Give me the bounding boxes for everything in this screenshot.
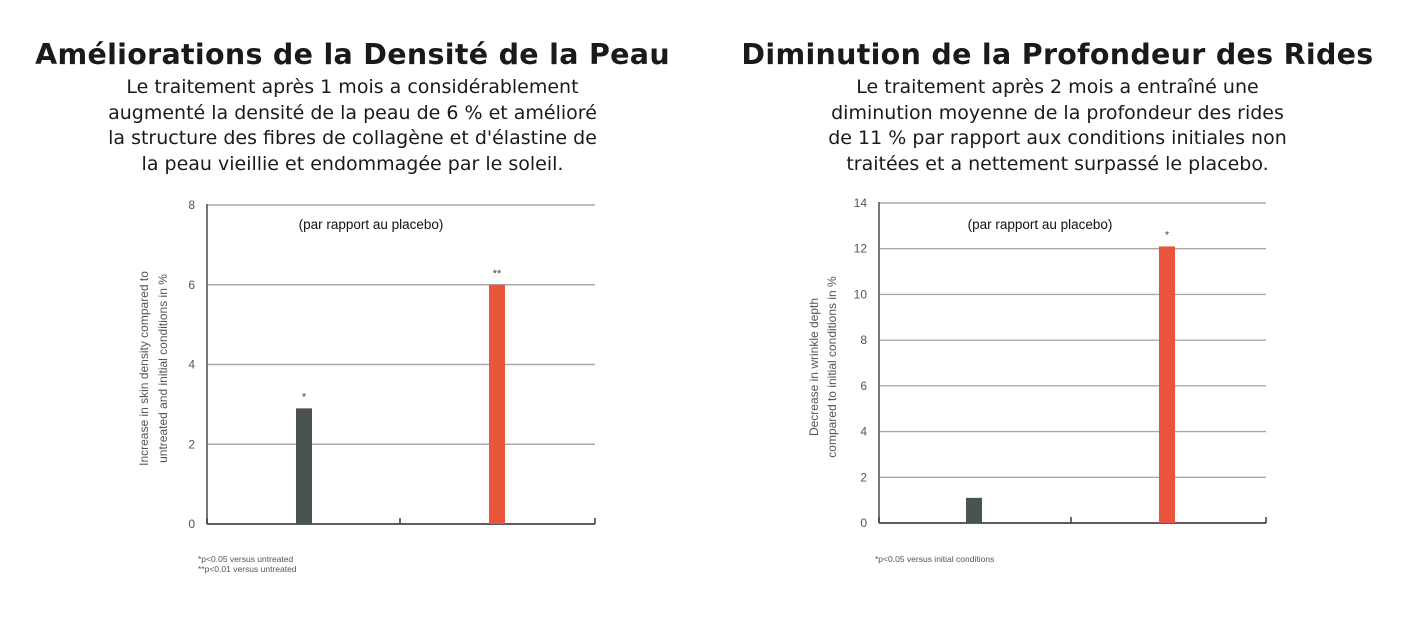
description-line: la structure des fibres de collagène et … bbox=[108, 127, 597, 149]
y-tick-label: 2 bbox=[188, 437, 195, 451]
y-tick-label: 8 bbox=[188, 198, 195, 212]
y-tick-label: 6 bbox=[860, 379, 867, 393]
significance-label: * bbox=[302, 391, 307, 403]
wrinkle-depth-chart: 0 2 4 6 8 10 12 14 * (par rapport au placebo) Decr… bbox=[807, 196, 1267, 530]
y-tick-label: 2 bbox=[860, 470, 867, 484]
y-tick-label: 0 bbox=[188, 517, 195, 531]
bar bbox=[296, 408, 312, 524]
description-line: diminution moyenne de la profondeur des … bbox=[831, 101, 1284, 124]
panel-description: Le traitement après 2 mois a entraîné un… bbox=[705, 75, 1410, 177]
chart-annotation: (par rapport au placebo) bbox=[299, 217, 444, 232]
y-axis-title: untreated and initial conditions in % bbox=[156, 274, 170, 463]
footnote: *p<0.05 versus initial conditions bbox=[875, 554, 995, 564]
y-tick-label: 4 bbox=[188, 358, 195, 372]
y-tick-label: 10 bbox=[854, 287, 868, 301]
footnote: **p<0.01 versus untreated bbox=[198, 564, 297, 574]
wrinkle-depth-panel: Diminution de la Profondeur des Rides Le… bbox=[705, 0, 1410, 624]
panel-title: Diminution de la Profondeur des Rides bbox=[741, 38, 1374, 71]
description-line: la peau vieillie et endommagée par le so… bbox=[141, 152, 564, 175]
y-axis-title: compared to initial conditions in % bbox=[825, 276, 839, 458]
chart-annotation: (par rapport au placebo) bbox=[968, 217, 1113, 232]
footnote: *p<0.05 versus untreated bbox=[198, 554, 294, 564]
significance-label: * bbox=[1165, 229, 1170, 241]
description-line: augmenté la densité de la peau de 6 % et… bbox=[108, 101, 597, 124]
description-line: Le traitement après 1 mois a considérabl… bbox=[126, 76, 579, 98]
y-tick-label: 0 bbox=[860, 516, 867, 530]
y-tick-label: 12 bbox=[854, 242, 868, 256]
significance-label: ** bbox=[493, 268, 502, 280]
bar bbox=[966, 497, 982, 523]
description-line: traitées et a nettement surpassé le plac… bbox=[846, 152, 1269, 175]
panel-description: Le traitement après 1 mois a considérabl… bbox=[0, 75, 705, 177]
description-line: Le traitement après 2 mois a entraîné un… bbox=[856, 76, 1259, 98]
y-tick-label: 8 bbox=[860, 333, 867, 347]
y-axis-title: Increase in skin density compared to bbox=[137, 271, 151, 466]
bar bbox=[1159, 246, 1175, 523]
y-axis-title: Decrease in wrinkle depth bbox=[807, 298, 821, 436]
skin-density-panel: Améliorations de la Densité de la Peau L… bbox=[0, 38, 705, 574]
y-tick-label: 4 bbox=[860, 425, 867, 439]
description-line: de 11 % par rapport aux conditions initi… bbox=[828, 127, 1287, 149]
chart-footnotes: *p<0.05 versus initial conditions bbox=[875, 554, 994, 564]
panel-title: Améliorations de la Densité de la Peau bbox=[35, 38, 670, 71]
y-tick-label: 6 bbox=[188, 278, 195, 292]
chart-footnotes: *p<0.05 versus untreated **p<0.01 versus… bbox=[198, 554, 297, 574]
bar bbox=[489, 284, 505, 524]
y-tick-label: 14 bbox=[854, 196, 868, 210]
